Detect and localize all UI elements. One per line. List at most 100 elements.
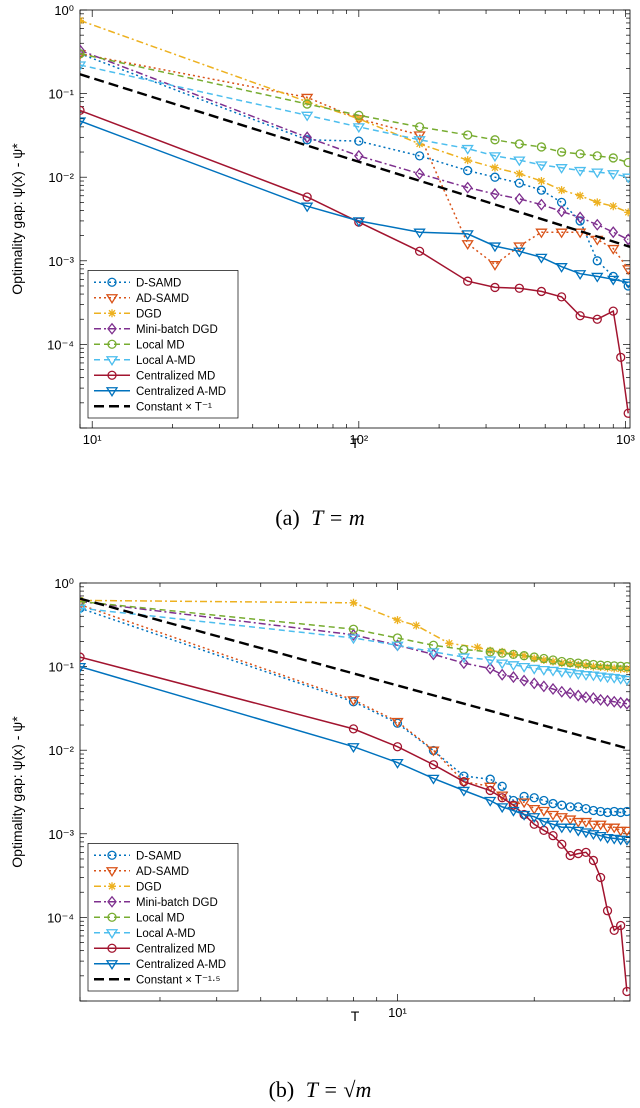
data-point-local-a-md [80, 604, 87, 615]
data-point-mini-batch-dgd [353, 149, 364, 162]
data-point-centralized-a-md [620, 836, 630, 846]
data-point-d-samd [622, 806, 630, 817]
panel-a-chart: 10¹ 10² 10³ 10⁰ 10⁻¹ 10⁻² 10⁻³ 10⁻⁴ T Optimality … [9, 3, 636, 451]
series-line-d-samd [80, 52, 629, 287]
data-point-centralized-md [80, 652, 85, 662]
y-tick-label: 10⁰ [54, 3, 74, 18]
series-constant-t [80, 597, 630, 751]
series-line-constant-t [80, 73, 630, 248]
data-point-dgd [593, 198, 602, 207]
data-point-ad-samd [535, 228, 548, 239]
data-point-mini-batch-dgd [622, 697, 630, 710]
x-tick-label: 10¹ [83, 432, 102, 447]
data-point-local-a-md [484, 656, 497, 667]
legend-label-dgd: DGD [136, 308, 162, 320]
data-point-d-samd [529, 793, 539, 803]
legend-marker-d-samd [107, 850, 117, 860]
data-point-local-a-md [427, 648, 440, 659]
data-point-d-samd [592, 256, 602, 266]
series-line-mini-batch-dgd [80, 49, 629, 241]
data-point-mini-batch-dgd [497, 668, 507, 681]
data-point-dgd [549, 657, 558, 666]
data-point-centralized-md [514, 283, 525, 293]
plot-area [80, 595, 630, 997]
data-point-local-a-md [413, 136, 426, 147]
data-point-mini-batch-dgd [608, 226, 619, 239]
data-point-d-samd [490, 172, 500, 182]
x-tick-label: 10¹ [388, 1005, 407, 1020]
data-point-dgd [624, 208, 630, 217]
data-point-local-md [354, 110, 364, 120]
data-point-centralized-a-md [488, 242, 502, 253]
plot-area [80, 16, 630, 418]
legend-label-constant-t: Constant × T⁻¹ [136, 401, 212, 413]
data-point-ad-samd [391, 717, 404, 728]
data-point-centralized-md [575, 311, 585, 321]
data-point-local-a-md [391, 641, 404, 652]
data-point-centralized-a-md [537, 817, 551, 828]
data-point-ad-samd [513, 242, 526, 253]
legend-label-mini-batch-dgd: Mini-batch DGD [136, 897, 218, 909]
data-point-local-a-md [601, 673, 614, 684]
legend-marker-mini-batch-dgd [107, 895, 117, 908]
series-line-centralized-md [80, 109, 629, 414]
data-point-centralized-md [508, 800, 519, 810]
data-point-local-md [595, 660, 606, 670]
legend-marker-centralized-md [107, 370, 117, 380]
data-point-local-md [519, 651, 529, 661]
series-line-centralized-md [80, 656, 628, 992]
data-point-mini-batch-dgd [485, 662, 496, 675]
data-point-d-samd [497, 781, 507, 791]
data-point-centralized-a-md [607, 275, 620, 286]
data-point-ad-samd [601, 823, 614, 834]
data-point-centralized-a-md [352, 217, 366, 228]
data-point-dgd [616, 664, 625, 673]
data-point-centralized-a-md [507, 806, 520, 817]
data-point-dgd [537, 177, 546, 186]
legend-marker-ad-samd [105, 294, 119, 304]
data-point-centralized-md [595, 872, 606, 883]
data-point-centralized-md [536, 286, 547, 297]
data-point-local-md [348, 624, 359, 634]
data-point-centralized-a-md [427, 774, 440, 785]
data-point-d-samd [514, 178, 525, 188]
data-point-dgd [622, 665, 630, 674]
data-point-centralized-a-md [413, 228, 426, 239]
data-point-dgd [557, 659, 566, 668]
series-centralized-a-md [80, 662, 630, 846]
legend-marker-local-a-md [105, 356, 119, 366]
data-point-local-md [529, 652, 539, 662]
data-point-centralized-a-md [347, 743, 360, 753]
data-point-ad-samd [555, 813, 568, 823]
data-point-dgd [473, 643, 482, 652]
legend-label-d-samd: D-SAMD [136, 850, 181, 862]
data-point-dgd [393, 616, 402, 625]
data-point-dgd [80, 16, 84, 25]
data-point-centralized-a-md [579, 828, 593, 839]
data-point-local-a-md [528, 664, 541, 675]
data-point-local-md [608, 153, 618, 163]
series-local-md [80, 596, 630, 672]
data-point-local-a-md [488, 152, 502, 163]
data-point-mini-batch-dgd [529, 677, 540, 690]
series-centralized-a-md [80, 117, 630, 289]
data-point-mini-batch-dgd [615, 696, 626, 709]
series-line-local-a-md [80, 607, 628, 681]
data-point-dgd [539, 655, 548, 664]
data-point-local-a-md [587, 671, 600, 682]
data-point-centralized-md [609, 925, 619, 935]
legend-label-constant-t: Constant × T⁻¹·⁵ [136, 974, 221, 986]
data-point-local-a-md [573, 166, 587, 177]
data-point-centralized-md [548, 831, 558, 841]
data-point-d-samd [616, 807, 626, 818]
data-point-local-md [575, 149, 585, 159]
legend-marker-centralized-a-md [105, 387, 119, 397]
data-point-centralized-a-md [517, 810, 531, 821]
data-point-centralized-a-md [591, 272, 604, 283]
data-point-centralized-a-md [528, 813, 541, 823]
data-point-dgd [509, 650, 518, 659]
data-point-local-a-md [300, 111, 314, 122]
data-point-local-md [602, 660, 613, 671]
series-mini-batch-dgd [80, 595, 630, 710]
data-point-mini-batch-dgd [609, 695, 620, 708]
